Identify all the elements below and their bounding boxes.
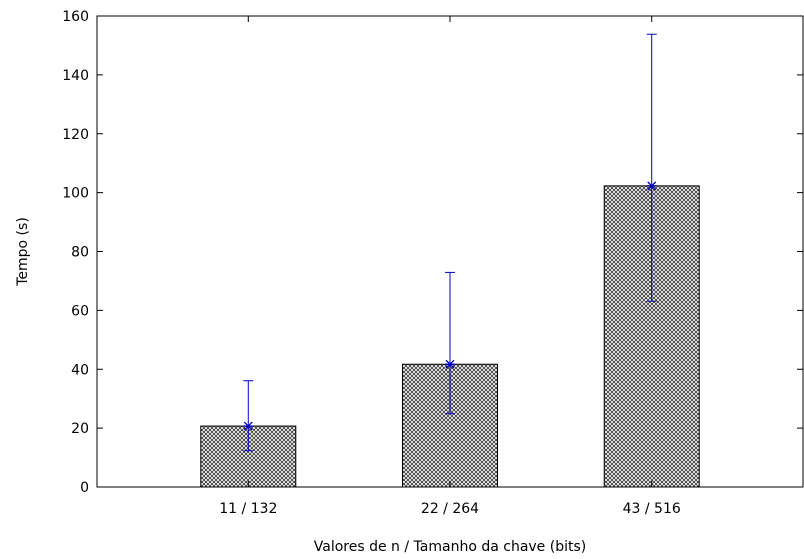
x-axis-label: Valores de n / Tamanho da chave (bits) bbox=[314, 539, 586, 555]
y-axis-ticks: 0 20 40 60 80 100 120 140 160 bbox=[62, 9, 803, 496]
x-axis-ticks: 11 / 132 22 / 264 43 / 516 bbox=[219, 16, 681, 517]
mean-marker bbox=[646, 181, 657, 191]
y-tick-label: 160 bbox=[62, 9, 89, 25]
error-bars bbox=[243, 33, 657, 452]
y-tick-label: 80 bbox=[71, 245, 89, 261]
y-tick-label: 40 bbox=[71, 362, 89, 378]
y-tick-label: 140 bbox=[62, 68, 89, 84]
x-tick-label: 22 / 264 bbox=[421, 501, 479, 517]
y-tick-label: 0 bbox=[80, 480, 89, 496]
y-tick-label: 100 bbox=[62, 186, 89, 202]
bars bbox=[200, 185, 700, 488]
y-tick-label: 20 bbox=[71, 421, 89, 437]
mean-marker bbox=[445, 359, 455, 369]
x-tick-label: 43 / 516 bbox=[623, 501, 681, 517]
y-tick-label: 60 bbox=[71, 303, 89, 319]
y-tick-label: 120 bbox=[62, 127, 89, 143]
x-tick-label: 11 / 132 bbox=[219, 501, 277, 517]
mean-marker bbox=[243, 421, 254, 431]
y-axis-label: Tempo (s) bbox=[15, 217, 31, 287]
